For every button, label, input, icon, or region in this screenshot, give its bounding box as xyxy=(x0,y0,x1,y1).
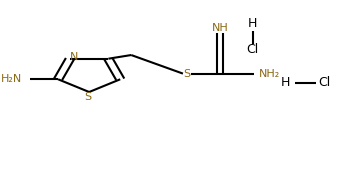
Text: S: S xyxy=(84,92,91,102)
Text: NH₂: NH₂ xyxy=(259,69,280,79)
Text: Cl: Cl xyxy=(318,76,331,89)
Text: H: H xyxy=(248,17,257,30)
Text: S: S xyxy=(184,69,191,79)
Text: N: N xyxy=(70,52,78,62)
Text: NH: NH xyxy=(212,23,228,33)
Text: H₂N: H₂N xyxy=(1,74,22,84)
Text: Cl: Cl xyxy=(246,43,259,56)
Text: H: H xyxy=(280,76,290,89)
